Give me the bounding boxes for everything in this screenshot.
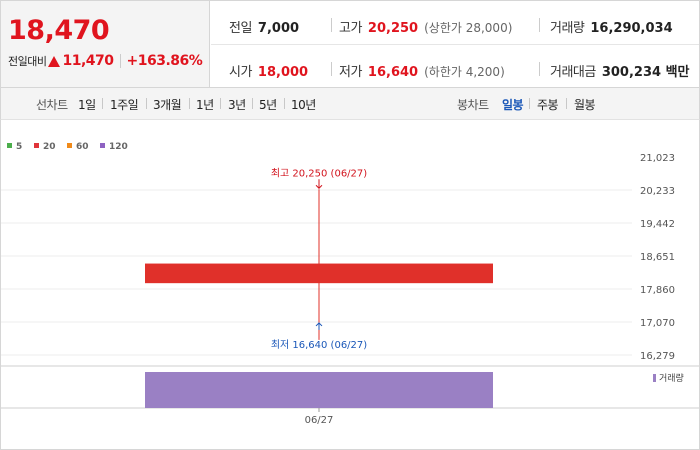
quote-panel: 18,470 전일대비 11,470 +163.86% 전일 7,000 고가 …	[0, 0, 700, 88]
low-annotation: 최저 16,640 (06/27)	[271, 339, 367, 351]
volume-legend-label: 거래량	[659, 372, 684, 384]
lower-limit: (하한가 4,200)	[424, 65, 505, 79]
legend-swatch	[7, 143, 12, 148]
prev-close-label: 전일	[229, 21, 252, 36]
period-10y[interactable]: 10년	[291, 98, 316, 112]
low-cell: 저가 16,640 (하한가 4,200)	[339, 61, 505, 80]
volume-cell: 거래량 16,290,034	[550, 17, 673, 36]
period-divider	[252, 98, 253, 109]
y-tick-label: 17,070	[640, 318, 675, 329]
y-tick-label: 19,442	[640, 219, 675, 230]
period-monthly[interactable]: 월봉	[574, 98, 596, 112]
period-divider	[146, 98, 147, 109]
high-value: 20,250	[367, 21, 419, 36]
quote-row-divider	[211, 44, 699, 45]
period-5y[interactable]: 5년	[259, 98, 277, 112]
prev-close-value: 7,000	[257, 21, 300, 36]
change-rate: +163.86%	[126, 53, 203, 69]
low-label: 저가	[339, 65, 362, 80]
period-1w[interactable]: 1주일	[110, 98, 139, 112]
period-1y[interactable]: 1년	[196, 98, 214, 112]
y-tick-label: 17,860	[640, 285, 675, 296]
chart-area: 5 20 60 120 21,023 20,233 19,442 18,651 17,860 17…	[0, 120, 700, 450]
line-chart-label: 선차트	[36, 98, 68, 112]
legend-swatch	[100, 143, 105, 148]
y-tick-label: 20,233	[640, 186, 675, 197]
quote-divider	[331, 62, 332, 76]
volume-legend-swatch	[653, 374, 656, 382]
legend-swatch	[34, 143, 39, 148]
period-3y[interactable]: 3년	[228, 98, 246, 112]
change-divider	[119, 54, 121, 68]
current-price: 18,470	[8, 15, 110, 46]
candle-body	[145, 263, 493, 284]
volume-value: 16,290,034	[590, 21, 673, 36]
candle-chart-label: 봉차트	[457, 98, 489, 112]
open-label: 시가	[229, 65, 252, 80]
high-annotation: 최고 20,250 (06/27)	[271, 167, 367, 179]
y-tick-label: 18,651	[640, 252, 675, 263]
up-arrow-icon	[48, 55, 61, 67]
y-tick-label: 16,279	[640, 351, 675, 362]
legend-swatch	[67, 143, 72, 148]
open-cell: 시가 18,000	[229, 61, 308, 80]
candle-chart-svg: 5 20 60 120 21,023 20,233 19,442 18,651 17,860 17…	[1, 142, 699, 426]
change-label: 전일대비	[8, 55, 47, 68]
period-3m[interactable]: 3개월	[153, 98, 182, 112]
prev-close-cell: 전일 7,000	[229, 17, 299, 36]
period-divider	[529, 98, 530, 109]
legend-label: 5	[16, 142, 22, 152]
open-value: 18,000	[257, 65, 309, 80]
quote-divider	[539, 62, 540, 76]
period-bar: 선차트 1일 1주일 3개월 1년 3년 5년 10년 봉차트 일봉 주봉 월봉	[0, 88, 700, 120]
amount-cell: 거래대금 300,234 백만	[550, 61, 690, 80]
high-cell: 고가 20,250 (상한가 28,000)	[339, 17, 512, 36]
y-tick-label: 21,023	[640, 153, 675, 164]
high-label: 고가	[339, 21, 362, 36]
legend-label: 60	[76, 142, 89, 152]
quote-divider	[331, 18, 332, 32]
price-box: 18,470 전일대비 11,470 +163.86%	[1, 1, 210, 87]
quote-divider	[539, 18, 540, 32]
change-row: 전일대비 11,470 +163.86%	[8, 53, 203, 69]
volume-bar	[145, 372, 493, 408]
legend-label: 20	[43, 142, 56, 152]
low-arrow-icon	[315, 322, 323, 330]
period-divider	[284, 98, 285, 109]
period-divider	[189, 98, 190, 109]
change-value: 11,470	[62, 53, 114, 69]
period-divider	[566, 98, 567, 109]
high-arrow-icon	[315, 179, 323, 189]
period-daily[interactable]: 일봉	[502, 98, 524, 112]
legend-label: 120	[109, 142, 128, 152]
period-weekly[interactable]: 주봉	[537, 98, 559, 112]
low-value: 16,640	[367, 65, 419, 80]
amount-label: 거래대금	[550, 65, 596, 80]
volume-label: 거래량	[550, 21, 585, 36]
period-divider	[220, 98, 221, 109]
period-divider	[102, 98, 103, 109]
amount-value: 300,234 백만	[601, 65, 690, 80]
x-tick-label: 06/27	[305, 415, 334, 426]
period-1d[interactable]: 1일	[78, 98, 96, 112]
upper-limit: (상한가 28,000)	[424, 21, 513, 35]
